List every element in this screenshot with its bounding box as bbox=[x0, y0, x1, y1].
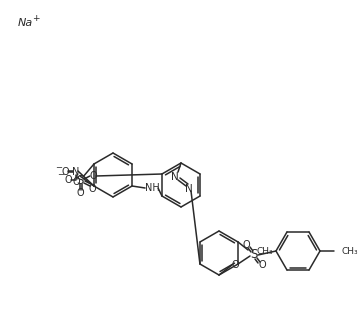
Text: Na: Na bbox=[18, 18, 33, 28]
Text: O: O bbox=[258, 260, 266, 270]
Text: O: O bbox=[61, 167, 69, 177]
Text: O: O bbox=[72, 177, 80, 187]
Text: S: S bbox=[250, 249, 258, 261]
Text: O: O bbox=[231, 260, 239, 270]
Text: O: O bbox=[64, 175, 72, 185]
Text: O: O bbox=[242, 240, 250, 250]
Text: S: S bbox=[76, 174, 84, 187]
Text: N: N bbox=[171, 172, 179, 182]
Text: O: O bbox=[88, 184, 96, 194]
Text: N: N bbox=[185, 184, 193, 194]
Text: −: − bbox=[58, 171, 64, 179]
Text: CH₃: CH₃ bbox=[341, 247, 357, 256]
Text: CH₃: CH₃ bbox=[256, 248, 273, 256]
Text: N: N bbox=[72, 167, 80, 177]
Text: O: O bbox=[76, 188, 84, 198]
Text: O: O bbox=[89, 171, 97, 181]
Text: NH: NH bbox=[145, 183, 159, 193]
Text: +: + bbox=[32, 14, 40, 23]
Text: −: − bbox=[55, 163, 63, 173]
